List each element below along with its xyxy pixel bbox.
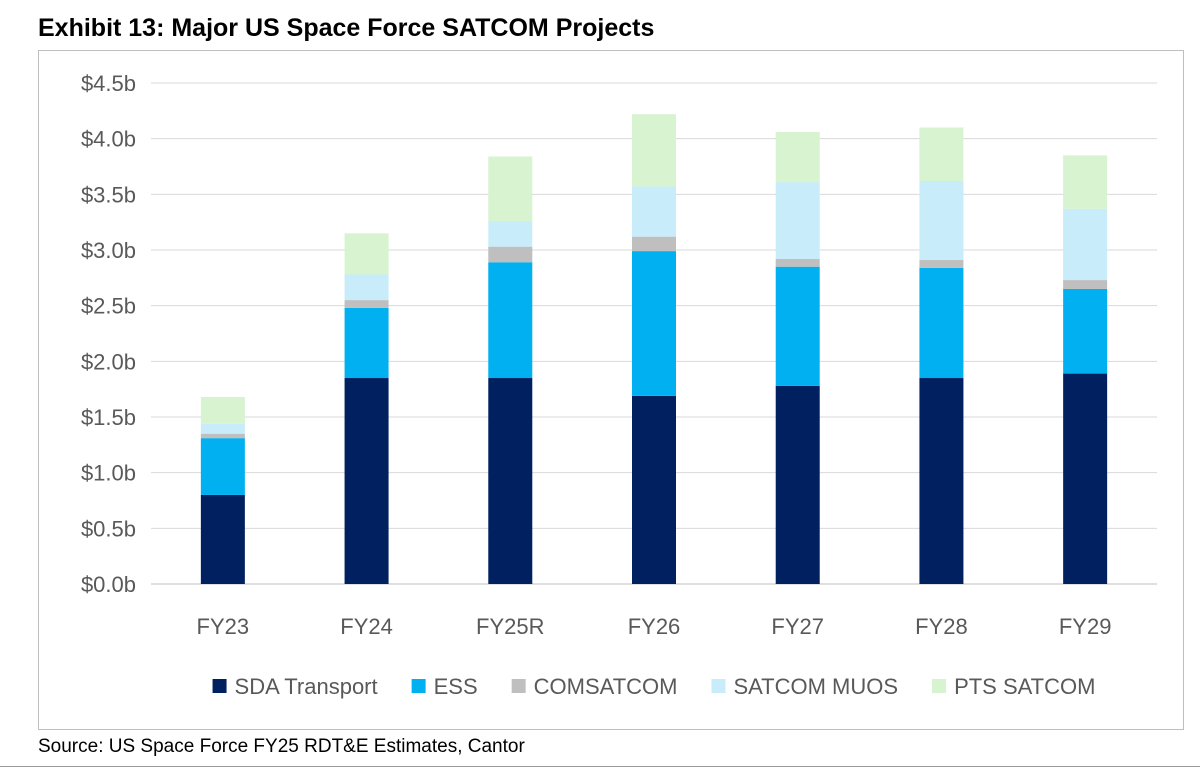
bar-segment xyxy=(919,378,964,584)
legend: SDA Transport ESS COMSATCOM SATCOM MUOS PTS … xyxy=(212,674,1095,699)
x-tick-label: FY27 xyxy=(771,614,824,639)
bar-segment xyxy=(1063,155,1108,209)
bars xyxy=(200,114,1108,584)
legend-swatch xyxy=(711,679,726,693)
y-tick-label: $2.5b xyxy=(81,294,136,319)
bar-segment xyxy=(919,127,964,181)
legend-item: COMSATCOM xyxy=(511,674,678,699)
bar-segment xyxy=(344,300,389,308)
y-tick-label: $2.0b xyxy=(81,349,136,374)
x-tick-label: FY24 xyxy=(340,614,393,639)
y-tick-label: $0.5b xyxy=(81,516,136,541)
bar-segment xyxy=(1063,373,1108,584)
bar-segment xyxy=(488,262,533,379)
bar-segment xyxy=(775,131,820,183)
bar-segment xyxy=(1063,208,1108,281)
bar-segment xyxy=(632,186,676,237)
y-axis-tick-labels: $0.0b $0.5b $1.0b $1.5b $2.0b $2.5b $3.0b $3.5b… xyxy=(81,71,136,597)
bottom-divider xyxy=(0,766,1200,767)
bar-segment xyxy=(775,182,820,259)
stacked-bar-chart: $0.0b $0.5b $1.0b $1.5b $2.0b $2.5b $3.0b $3.5b… xyxy=(81,71,1157,699)
y-tick-label: $4.5b xyxy=(81,71,136,96)
bar-segment xyxy=(632,114,676,187)
bar-segment xyxy=(344,378,389,584)
bar-segment xyxy=(200,494,245,584)
legend-swatch xyxy=(932,679,947,693)
chart-frame: $0.0b $0.5b $1.0b $1.5b $2.0b $2.5b $3.0b $3.5b… xyxy=(38,50,1184,730)
bar-segment xyxy=(632,395,676,584)
bar-segment xyxy=(488,156,533,222)
legend-item: SATCOM MUOS xyxy=(711,674,898,699)
bar-segment xyxy=(488,221,533,247)
legend-item: PTS SATCOM xyxy=(932,674,1095,699)
y-tick-label: $3.0b xyxy=(81,238,136,263)
bar-segment xyxy=(200,396,245,424)
bar-segment xyxy=(775,266,820,386)
bar-segment xyxy=(632,236,676,252)
legend-label: SDA Transport xyxy=(235,674,378,699)
x-tick-label: FY25R xyxy=(476,614,544,639)
x-tick-label: FY29 xyxy=(1059,614,1112,639)
bar-segment xyxy=(919,267,964,379)
legend-label: SATCOM MUOS xyxy=(733,674,898,699)
bar-segment xyxy=(344,307,389,379)
legend-swatch xyxy=(212,679,227,693)
legend-item: ESS xyxy=(411,674,478,699)
x-tick-label: FY28 xyxy=(915,614,968,639)
x-tick-label: FY26 xyxy=(628,614,681,639)
x-axis-tick-labels: FY23 FY24 FY25R FY26 FY27 FY28 FY29 xyxy=(197,614,1112,639)
y-tick-label: $3.5b xyxy=(81,182,136,207)
bar-segment xyxy=(919,180,964,261)
bar-segment xyxy=(344,274,389,301)
y-tick-label: $0.0b xyxy=(81,572,136,597)
bar-segment xyxy=(200,423,245,434)
y-tick-label: $4.0b xyxy=(81,127,136,152)
bar-segment xyxy=(632,251,676,396)
legend-item: SDA Transport xyxy=(212,674,378,699)
bar-segment xyxy=(775,258,820,267)
bar-segment xyxy=(488,246,533,263)
legend-swatch xyxy=(411,679,426,693)
bar-segment xyxy=(488,378,533,584)
bar-segment xyxy=(775,385,820,584)
bar-segment xyxy=(919,260,964,268)
legend-swatch xyxy=(511,679,526,693)
x-tick-label: FY23 xyxy=(197,614,250,639)
exhibit-title: Exhibit 13: Major US Space Force SATCOM … xyxy=(38,14,655,42)
bar-segment xyxy=(1063,288,1108,374)
legend-label: ESS xyxy=(434,674,478,699)
legend-label: PTS SATCOM xyxy=(954,674,1095,699)
y-tick-label: $1.5b xyxy=(81,405,136,430)
bar-segment xyxy=(1063,280,1108,289)
source-note: Source: US Space Force FY25 RDT&E Estima… xyxy=(38,736,525,757)
y-tick-label: $1.0b xyxy=(81,461,136,486)
legend-label: COMSATCOM xyxy=(534,674,678,699)
bar-segment xyxy=(344,233,389,275)
bar-segment xyxy=(200,433,245,439)
bar-segment xyxy=(200,438,245,495)
